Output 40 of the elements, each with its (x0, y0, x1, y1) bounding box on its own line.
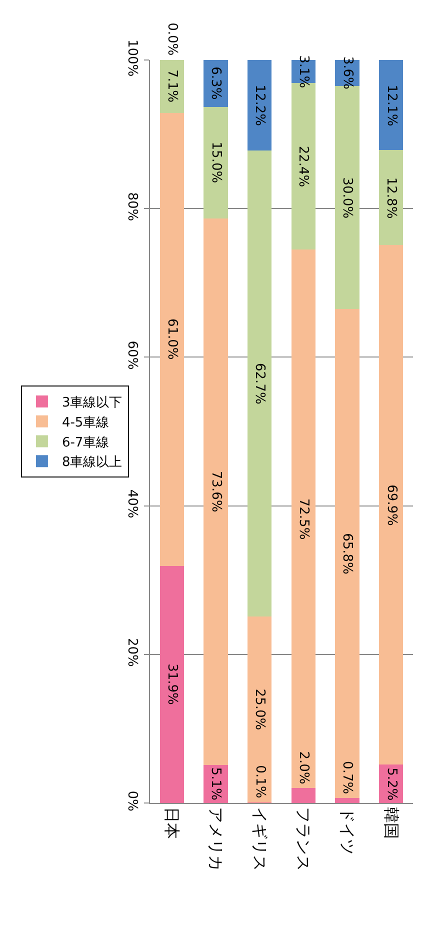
data-label: 3.1% (296, 55, 311, 88)
y-tick-label: 80% (124, 192, 140, 222)
data-label: 5.2% (384, 768, 399, 801)
x-tick-label: ドイツ (338, 807, 358, 856)
data-label: 12.8% (384, 177, 399, 219)
data-label: 61.0% (164, 318, 180, 360)
data-label: 12.2% (252, 84, 267, 126)
x-tick-label: イギリス (250, 807, 270, 872)
data-label: 73.6% (208, 470, 224, 512)
data-label: 0.7% (340, 761, 355, 794)
data-label: 0.0% (164, 22, 180, 56)
x-tick-label: 韓国 (382, 807, 401, 840)
legend-label: 4-5車線 (62, 415, 110, 430)
legend-label: 6-7車線 (62, 435, 110, 450)
data-label: 7.1% (164, 69, 180, 102)
data-label: 31.9% (164, 664, 180, 705)
y-tick-label: 20% (124, 638, 140, 667)
data-label: 0.1% (252, 765, 268, 798)
data-label: 65.8% (340, 533, 355, 574)
data-label: 25.0% (252, 688, 267, 730)
x-tick-label: 日本 (162, 807, 182, 840)
data-label: 3.6% (340, 56, 355, 90)
legend-label: 8車線以上 (62, 455, 122, 470)
data-label: 30.0% (340, 177, 355, 219)
legend-label: 3車線以下 (62, 396, 122, 411)
y-tick-label: 100% (124, 39, 140, 77)
data-label: 2.0% (296, 751, 312, 784)
data-label: 12.1% (384, 84, 400, 126)
x-tick-label: アメリカ (206, 807, 226, 872)
data-label: 5.1% (208, 767, 223, 800)
y-tick-label: 0% (124, 790, 140, 812)
data-label: 72.5% (296, 498, 312, 540)
data-label: 69.9% (384, 484, 399, 526)
y-tick-label: 40% (124, 489, 140, 518)
x-tick-label: フランス (294, 807, 314, 872)
data-label: 6.3% (208, 66, 224, 100)
y-tick-label: 60% (124, 340, 140, 370)
data-label: 22.4% (296, 146, 311, 188)
data-label: 15.0% (208, 142, 224, 184)
data-label: 62.7% (252, 363, 268, 404)
